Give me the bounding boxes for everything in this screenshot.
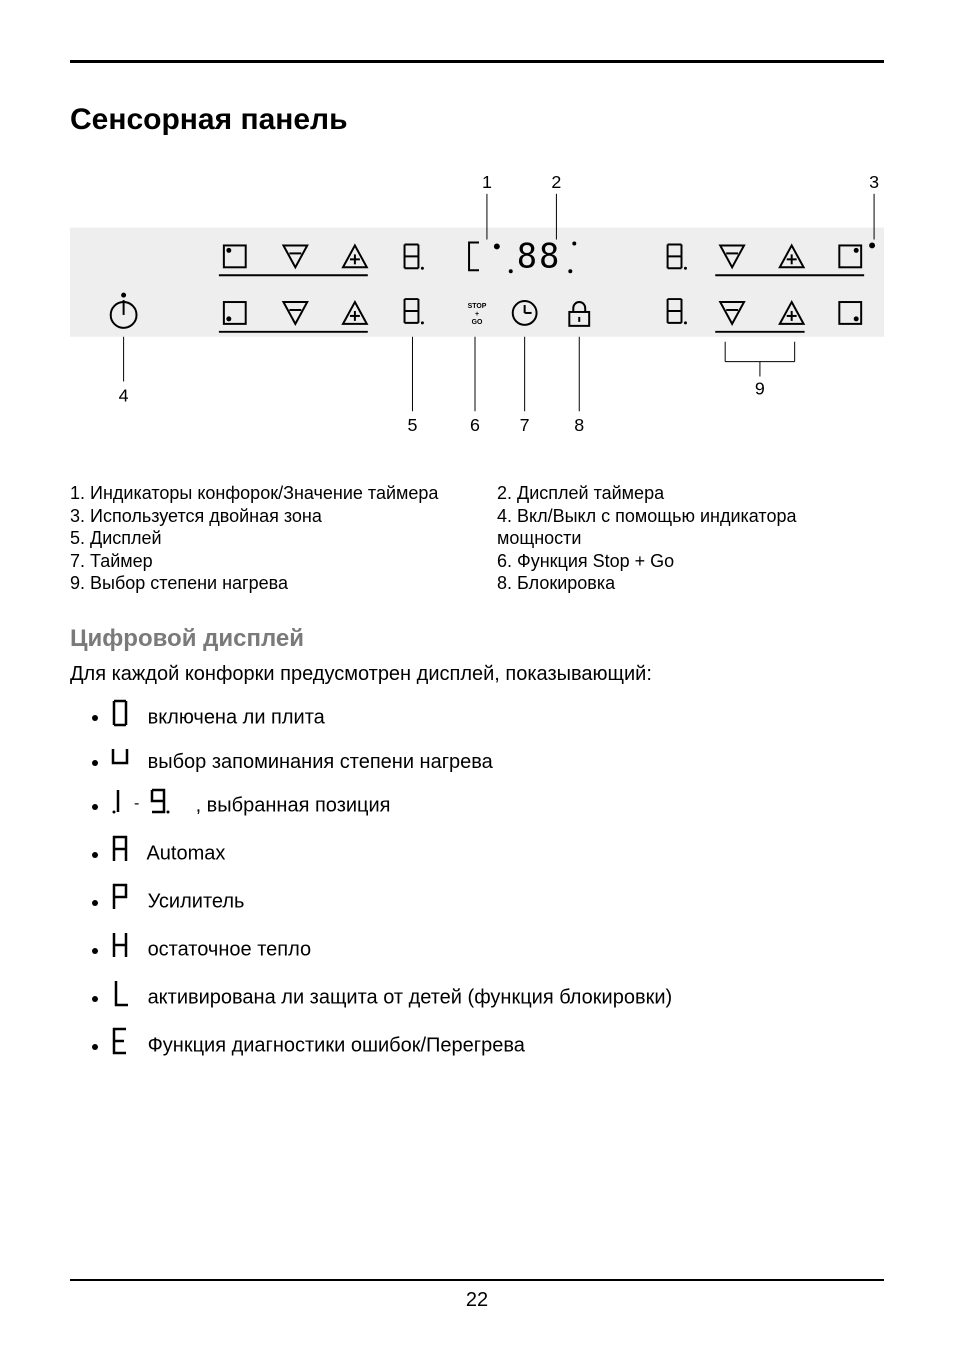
svg-text:-: - [134,795,139,812]
legend-item: 1. Индикаторы конфорок/Значение таймера [70,482,457,505]
section-intro: Для каждой конфорки предусмотрен дисплей… [70,663,884,686]
seg-p-icon [110,882,132,922]
list-item: остаточное тепло [110,930,884,970]
list-text: Усилитель [148,891,245,913]
legend-item: 5. Дисплей [70,527,457,550]
callout-2: 2 [551,172,561,192]
section-heading: Цифровой дисплей [70,625,884,653]
legend-item: 3. Используется двойная зона [70,505,457,528]
list-item: - , выбранная позиция [110,786,884,826]
list-item: Функция диагностики ошибок/Перегрева [110,1026,884,1066]
legend-left: 1. Индикаторы конфорок/Значение таймера … [70,482,457,595]
seg-e-icon [110,1026,132,1066]
list-text: остаточное тепло [148,939,312,961]
callout-3: 3 [869,172,879,192]
list-text: , выбранная позиция [196,795,391,817]
svg-text:+: + [475,311,479,318]
callout-4: 4 [119,385,129,405]
seg-0-icon [110,698,132,738]
control-panel-diagram: 1 2 3 [70,167,884,452]
list-text: включена ли плита [148,706,325,728]
list-item: выбор запоминания степени нагрева [110,746,884,779]
svg-text:6: 6 [470,415,480,435]
svg-text:7: 7 [520,415,530,435]
seg-l-icon [110,978,132,1018]
list-item: активирована ли защита от детей (функция… [110,978,884,1018]
top-rule [70,60,884,63]
seg-h-icon [110,930,132,970]
svg-text:5: 5 [408,415,418,435]
list-item: Усилитель [110,882,884,922]
display-list: включена ли плита выбор запоминания степ… [70,698,884,1067]
seg-a-icon [110,834,132,874]
list-item: включена ли плита [110,698,884,738]
callout-9: 9 [755,378,765,398]
list-text: Функция диагностики ошибок/Перегрева [148,1035,525,1057]
legend-item: 6. Функция Stop + Go [497,550,884,573]
svg-text:8: 8 [574,415,584,435]
list-text: Automax [146,843,225,865]
legend-right: 2. Дисплей таймера 4. Вкл/Выкл с помощью… [497,482,884,595]
legend-item: 4. Вкл/Выкл с помощью индикатора мощност… [497,505,884,550]
seg-1-9-icon: - [110,786,180,826]
legend-item: 2. Дисплей таймера [497,482,884,505]
legend-item: 7. Таймер [70,550,457,573]
legend-item: 9. Выбор степени нагрева [70,572,457,595]
page-number: 22 [466,1289,488,1311]
callout-1: 1 [482,172,492,192]
svg-text:STOP: STOP [468,303,487,310]
legend-item: 8. Блокировка [497,572,884,595]
page-title: Сенсорная панель [70,103,884,137]
list-item: Automax [110,834,884,874]
legend: 1. Индикаторы конфорок/Значение таймера … [70,482,884,595]
dual-zone-dot-icon [869,242,875,248]
svg-text:88: 88 [517,236,562,275]
list-text: выбор запоминания степени нагрева [148,751,493,773]
list-text: активирована ли защита от детей (функция… [148,987,673,1009]
footer: 22 [70,1279,884,1312]
svg-text:GO: GO [472,319,483,326]
seg-u-icon [110,746,132,778]
